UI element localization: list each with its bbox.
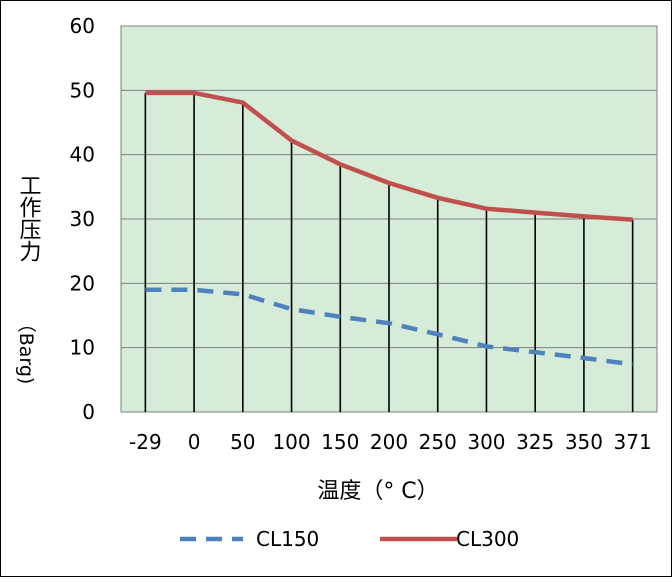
y-tick-label: 40: [70, 143, 95, 167]
y-tick-label: 30: [70, 207, 95, 231]
series-line-cl300: [145, 90, 633, 222]
legend: CL150 CL300: [180, 527, 519, 551]
x-tick-label: 150: [321, 430, 359, 454]
y-axis-label: 工作压力 （Barg): [15, 174, 42, 384]
x-tick-label: 371: [614, 430, 652, 454]
drop-lines: [144, 92, 634, 412]
y-axis-title-unit: （Barg): [15, 314, 37, 385]
y-tick-label: 10: [70, 336, 95, 360]
x-tick-label: 200: [370, 430, 408, 454]
x-tick-label: 250: [419, 430, 457, 454]
legend-label: CL150: [256, 527, 319, 551]
y-tick-label: 20: [70, 271, 95, 295]
legend-label: CL300: [456, 527, 519, 551]
legend-item-cl300: CL300: [380, 527, 519, 551]
x-tick-label: 325: [516, 430, 554, 454]
x-tick-label: 50: [230, 430, 255, 454]
x-axis-ticks: -29 0 50 100 150 200 250 300 325 350 371: [129, 430, 652, 454]
x-tick-label: 300: [467, 430, 505, 454]
y-tick-label: 0: [82, 400, 95, 424]
x-tick-label: 0: [188, 430, 201, 454]
y-axis-title-cjk: 工作压力: [16, 174, 42, 262]
x-tick-label: 350: [565, 430, 603, 454]
legend-item-cl150: CL150: [180, 527, 319, 551]
series-lines: [145, 90, 633, 367]
x-tick-label: 100: [272, 430, 310, 454]
series-line-cl150: [145, 287, 633, 367]
x-tick-label: -29: [129, 430, 162, 454]
y-axis-ticks: 0 10 20 30 40 50 60: [70, 14, 95, 424]
x-axis-title: 温度（° C）: [317, 479, 438, 504]
y-tick-label: 60: [70, 14, 95, 38]
y-tick-label: 50: [70, 78, 95, 102]
